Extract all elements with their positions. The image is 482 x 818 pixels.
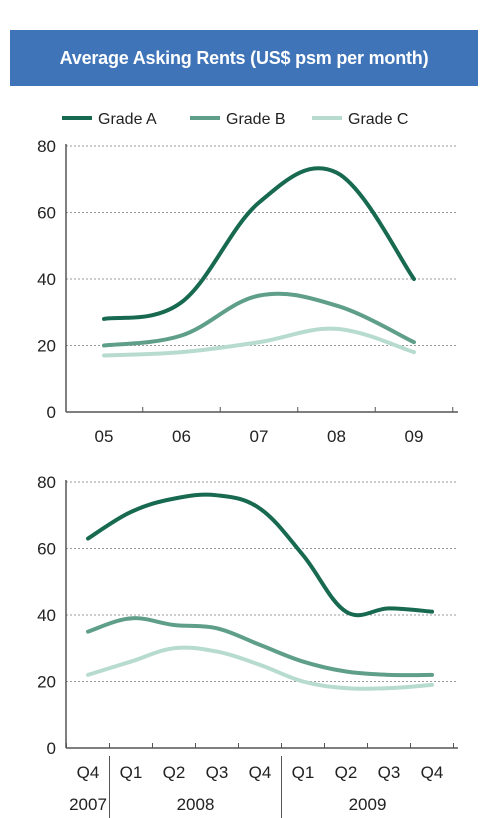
chart2-x-tick-label-8: Q3 [378,763,401,782]
chart2-series-line-grade-a [86,492,434,618]
chart2-series-line-grade-c [86,645,434,691]
chart2-y-tick-label-40: 40 [37,606,56,625]
chart2-x-tick-label-7: Q2 [335,763,358,782]
chart1-x-tick-label-2: 06 [172,427,191,446]
legend-label-1: Grade A [98,111,157,128]
chart1-y-tick-label-20: 20 [37,337,56,356]
chart1-y-tick-label-0: 0 [47,403,56,422]
chart2-x-tick-label-9: Q4 [421,763,444,782]
chart2-y-tick-label-80: 80 [37,473,56,492]
chart2-y-tick-label-0: 0 [47,739,56,758]
legend-label-3: Grade C [348,111,408,128]
chart2-year-label-2009: 2009 [349,795,387,814]
legend-label-2: Grade B [226,111,286,128]
chart2-x-tick-label-2: Q1 [120,763,143,782]
chart2-y-tick-label-60: 60 [37,540,56,559]
chart-title-bar: Average Asking Rents (US$ psm per month) [10,30,478,86]
chart2-x-tick-label-3: Q2 [163,763,186,782]
chart1-x-tick-label-1: 05 [95,427,114,446]
chart2-x-tick-label-5: Q4 [249,763,272,782]
chart1-y-tick-label-40: 40 [37,270,56,289]
chart2-x-tick-label-4: Q3 [206,763,229,782]
chart1-x-tick-label-4: 08 [327,427,346,446]
chart2-y-tick-label-20: 20 [37,673,56,692]
chart1-series-line-grade-b [102,291,416,348]
chart1-x-tick-label-5: 09 [405,427,424,446]
chart1-y-tick-label-60: 60 [37,204,56,223]
chart2-x-tick-label-1: Q4 [77,763,100,782]
chart2-year-label-2007: 2007 [69,795,107,814]
chart2-x-tick-label-6: Q1 [292,763,315,782]
chart1-y-tick-label-80: 80 [37,137,56,156]
chart2-year-label-2008: 2008 [177,795,215,814]
chart-title: Average Asking Rents (US$ psm per month) [59,47,429,68]
chart1-series-line-grade-c [102,326,416,358]
chart1-x-tick-label-3: 07 [250,427,269,446]
